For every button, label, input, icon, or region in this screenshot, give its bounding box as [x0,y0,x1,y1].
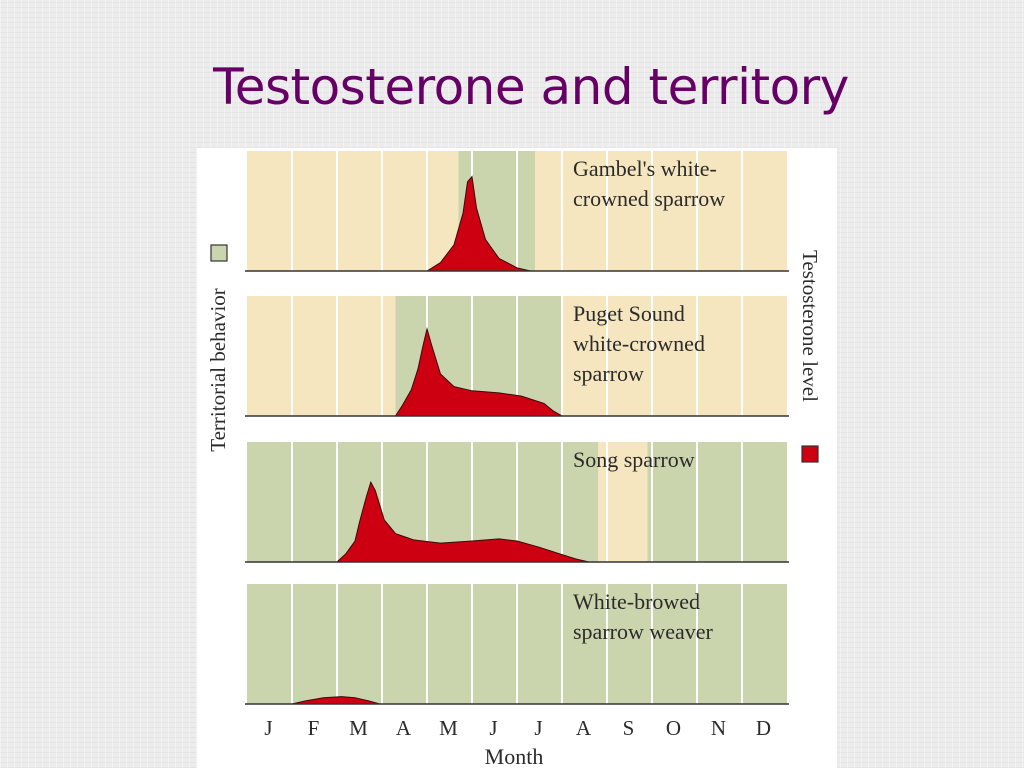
month-tick-label: J [534,716,542,740]
panel-4-species-label: White-browed [573,589,700,614]
month-tick-label: O [666,716,681,740]
panel-3-territorial-band [647,442,787,562]
month-tick-label: M [439,716,458,740]
panel-1-species-label: Gambel's white- [573,156,717,181]
month-tick-label: A [396,716,412,740]
testosterone-chart: Gambel's white-crowned sparrow Puget Soun… [206,151,822,768]
panel-1-testosterone-area [425,175,531,272]
month-tick-label: N [711,716,726,740]
month-tick-label: M [349,716,368,740]
panel-3-testosterone-area [335,480,590,563]
territorial-legend-label: Territorial behavior [206,288,230,452]
panel-1-species-label: crowned sparrow [573,186,725,211]
panel-2-species-label: Puget Sound [573,301,685,326]
testosterone-legend-label: Testosterone level [798,250,822,402]
month-tick-label: A [576,716,592,740]
territorial-legend-swatch [210,244,228,262]
month-tick-label: J [264,716,272,740]
panel-2-species-label: sparrow [573,361,644,386]
x-axis-label: Month [485,744,544,768]
figure-panel: Gambel's white-crowned sparrow Puget Soun… [197,148,837,768]
panel-4-species-label: sparrow weaver [573,619,714,644]
slide-title: Testosterone and territory [213,58,849,116]
panel-2-testosterone-area [394,326,564,417]
panel-2-species-label: white-crowned [573,331,705,356]
testosterone-legend-swatch [801,445,819,463]
panel-3-species-label: Song sparrow [573,447,695,472]
month-tick-label: D [756,716,771,740]
month-tick-label: S [623,716,635,740]
month-tick-label: J [489,716,497,740]
month-tick-label: F [308,716,320,740]
